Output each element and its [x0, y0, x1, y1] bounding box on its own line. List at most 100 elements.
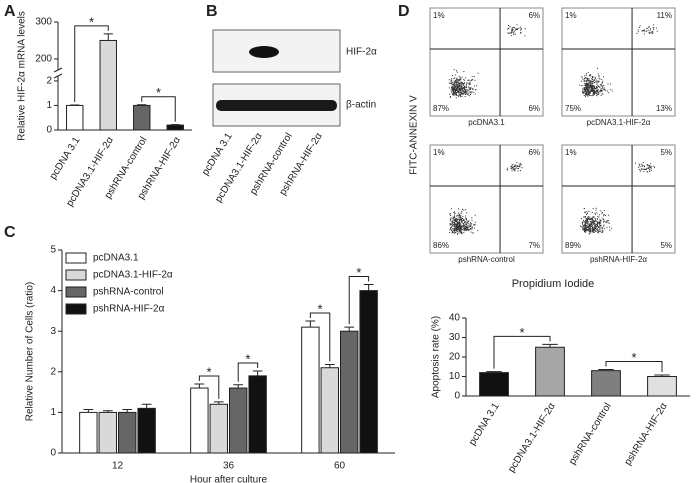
event-dot — [450, 215, 451, 216]
event-dot — [591, 228, 593, 230]
significance-bracket — [198, 375, 220, 399]
event-dot — [586, 88, 588, 90]
event-dot — [599, 223, 601, 225]
event-dot — [460, 78, 462, 80]
event-dot — [583, 227, 585, 229]
event-dot — [603, 87, 605, 89]
event-dot — [461, 218, 463, 220]
event-dot — [454, 81, 456, 83]
event-dot — [453, 226, 455, 228]
event-dot — [474, 227, 475, 229]
event-dot — [600, 88, 602, 90]
event-dot — [595, 220, 597, 222]
event-dot — [591, 90, 593, 92]
event-dot — [644, 166, 645, 168]
event-dot — [466, 87, 468, 89]
event-dot — [452, 220, 454, 222]
event-dot — [586, 223, 588, 225]
event-dot — [461, 89, 463, 91]
event-dot — [652, 31, 654, 33]
event-dot — [583, 208, 585, 210]
event-dot — [591, 88, 593, 89]
event-dot — [645, 31, 647, 33]
event-dot — [458, 85, 460, 87]
event-dot — [643, 33, 645, 35]
event-dot — [470, 225, 472, 227]
event-dot — [591, 230, 593, 232]
event-dot — [584, 75, 586, 77]
event-dot — [451, 226, 453, 227]
event-dot — [458, 217, 460, 219]
event-dot — [458, 228, 460, 230]
event-dot — [639, 164, 640, 166]
flow-plot: 1% 6% 86% 7% — [429, 144, 544, 254]
panel-label: A — [4, 3, 16, 20]
event-dot — [511, 164, 513, 166]
event-dot — [459, 93, 461, 95]
event-dot — [516, 28, 518, 30]
event-dot — [459, 220, 461, 222]
event-dot — [466, 91, 468, 93]
event-dot — [513, 31, 515, 33]
event-dot — [592, 216, 594, 218]
event-dot — [450, 217, 452, 219]
event-dot — [588, 226, 590, 228]
event-dot — [465, 93, 467, 94]
event-dot — [466, 91, 468, 93]
event-dot — [639, 25, 641, 27]
event-dot — [452, 75, 453, 77]
event-dot — [462, 87, 464, 89]
event-dot — [454, 86, 456, 88]
event-dot — [652, 33, 654, 34]
event-dot — [593, 223, 595, 225]
event-dot — [466, 212, 468, 214]
event-dot — [653, 24, 655, 26]
event-dot — [459, 216, 461, 218]
event-dot — [456, 227, 458, 229]
event-dot — [467, 220, 469, 222]
event-dot — [454, 229, 456, 231]
event-dot — [593, 87, 595, 89]
event-dot — [472, 79, 474, 81]
event-dot — [585, 73, 587, 75]
event-dot — [587, 92, 589, 94]
event-dot — [592, 93, 594, 95]
event-dot — [511, 29, 513, 31]
event-dot — [510, 35, 512, 37]
event-dot — [582, 216, 584, 218]
event-dot — [598, 75, 600, 77]
event-dot — [587, 221, 589, 223]
event-dot — [587, 82, 588, 84]
event-dot — [585, 96, 586, 98]
event-dot — [471, 91, 473, 93]
event-dot — [600, 220, 602, 222]
event-dot — [586, 229, 588, 231]
event-dot — [589, 84, 591, 86]
event-dot — [592, 88, 594, 90]
event-dot — [466, 223, 467, 225]
event-dot — [587, 226, 589, 228]
event-dot — [463, 232, 465, 234]
event-dot — [468, 229, 469, 231]
event-dot — [581, 226, 583, 228]
event-dot — [606, 90, 608, 92]
event-dot — [582, 226, 584, 228]
event-dot — [456, 81, 458, 83]
event-dot — [600, 90, 602, 92]
event-dot — [589, 219, 591, 221]
error-bar — [233, 384, 244, 389]
event-dot — [592, 220, 594, 222]
event-dot — [456, 223, 458, 225]
event-dot — [594, 221, 596, 223]
event-dot — [454, 215, 456, 217]
event-dot — [455, 232, 456, 233]
event-dot — [583, 80, 585, 82]
event-dot — [599, 218, 601, 220]
event-dot — [472, 88, 474, 90]
event-dot — [453, 84, 455, 86]
significance-bracket — [605, 360, 663, 372]
event-dot — [449, 228, 451, 230]
event-dot — [597, 73, 599, 75]
event-dot — [584, 225, 586, 227]
event-dot — [460, 227, 461, 228]
